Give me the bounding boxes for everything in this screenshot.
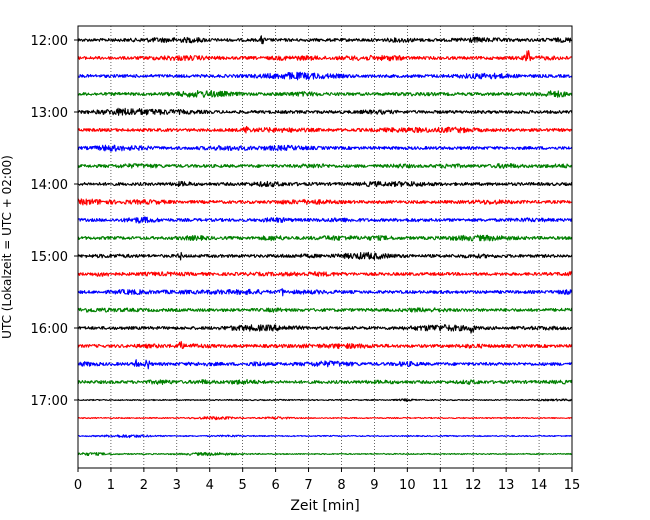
y-tick-label: 13:00 (31, 106, 68, 121)
y-tick-label: 15:00 (31, 250, 68, 265)
seismic-trace (77, 198, 573, 206)
seismic-trace (77, 125, 573, 134)
seismic-trace (77, 324, 573, 334)
seismic-trace (77, 307, 573, 313)
seismic-trace (77, 359, 573, 370)
seismic-trace (77, 398, 573, 402)
trace-layer (77, 35, 573, 457)
seismic-trace (77, 415, 573, 421)
seismic-trace (77, 107, 573, 116)
x-tick-label: 15 (564, 478, 581, 493)
x-tick-label: 4 (206, 478, 214, 493)
y-axis-label: UTC (Lokalzeit = UTC + 02:00) (0, 155, 14, 339)
x-tick-label: 10 (399, 478, 416, 493)
seismic-trace (77, 451, 573, 457)
seismic-trace (77, 378, 573, 385)
seismic-trace (77, 180, 573, 188)
y-tick-label: 17:00 (31, 394, 68, 409)
seismic-trace (77, 288, 573, 297)
x-tick-label: 3 (173, 478, 181, 493)
x-tick-label: 11 (432, 478, 449, 493)
seismic-trace (77, 340, 573, 350)
x-tick-label: 5 (239, 478, 247, 493)
x-tick-label: 14 (531, 478, 548, 493)
seismic-trace (77, 216, 573, 224)
x-tick-label: 2 (140, 478, 148, 493)
y-axis: 12:00 13:00 14:00 15:00 16:00 17:00 (31, 34, 78, 409)
x-tick-label: 8 (337, 478, 345, 493)
x-axis: 0 1 2 3 4 5 6 7 8 9 10 11 12 13 14 15 (74, 468, 580, 493)
plot-frame (77, 25, 573, 469)
seismic-trace (77, 71, 573, 81)
seismic-trace (77, 35, 573, 45)
x-tick-label: 13 (498, 478, 515, 493)
seismic-trace (77, 434, 573, 439)
y-tick-label: 12:00 (31, 34, 68, 49)
seismic-trace (77, 163, 573, 169)
seismic-trace (77, 271, 573, 277)
seismic-trace (77, 50, 573, 62)
seismic-trace (77, 144, 573, 152)
x-tick-label: 0 (74, 478, 82, 493)
x-tick-label: 9 (370, 478, 378, 493)
x-axis-label: Zeit [min] (290, 498, 359, 514)
x-tick-label: 6 (271, 478, 279, 493)
seismic-trace (77, 251, 573, 261)
x-tick-label: 12 (465, 478, 482, 493)
y-tick-label: 14:00 (31, 178, 68, 193)
x-tick-label: 1 (107, 478, 115, 493)
seismic-trace (77, 234, 572, 242)
seismic-trace (77, 89, 573, 98)
y-tick-label: 16:00 (31, 322, 68, 337)
x-tick-label: 7 (304, 478, 312, 493)
